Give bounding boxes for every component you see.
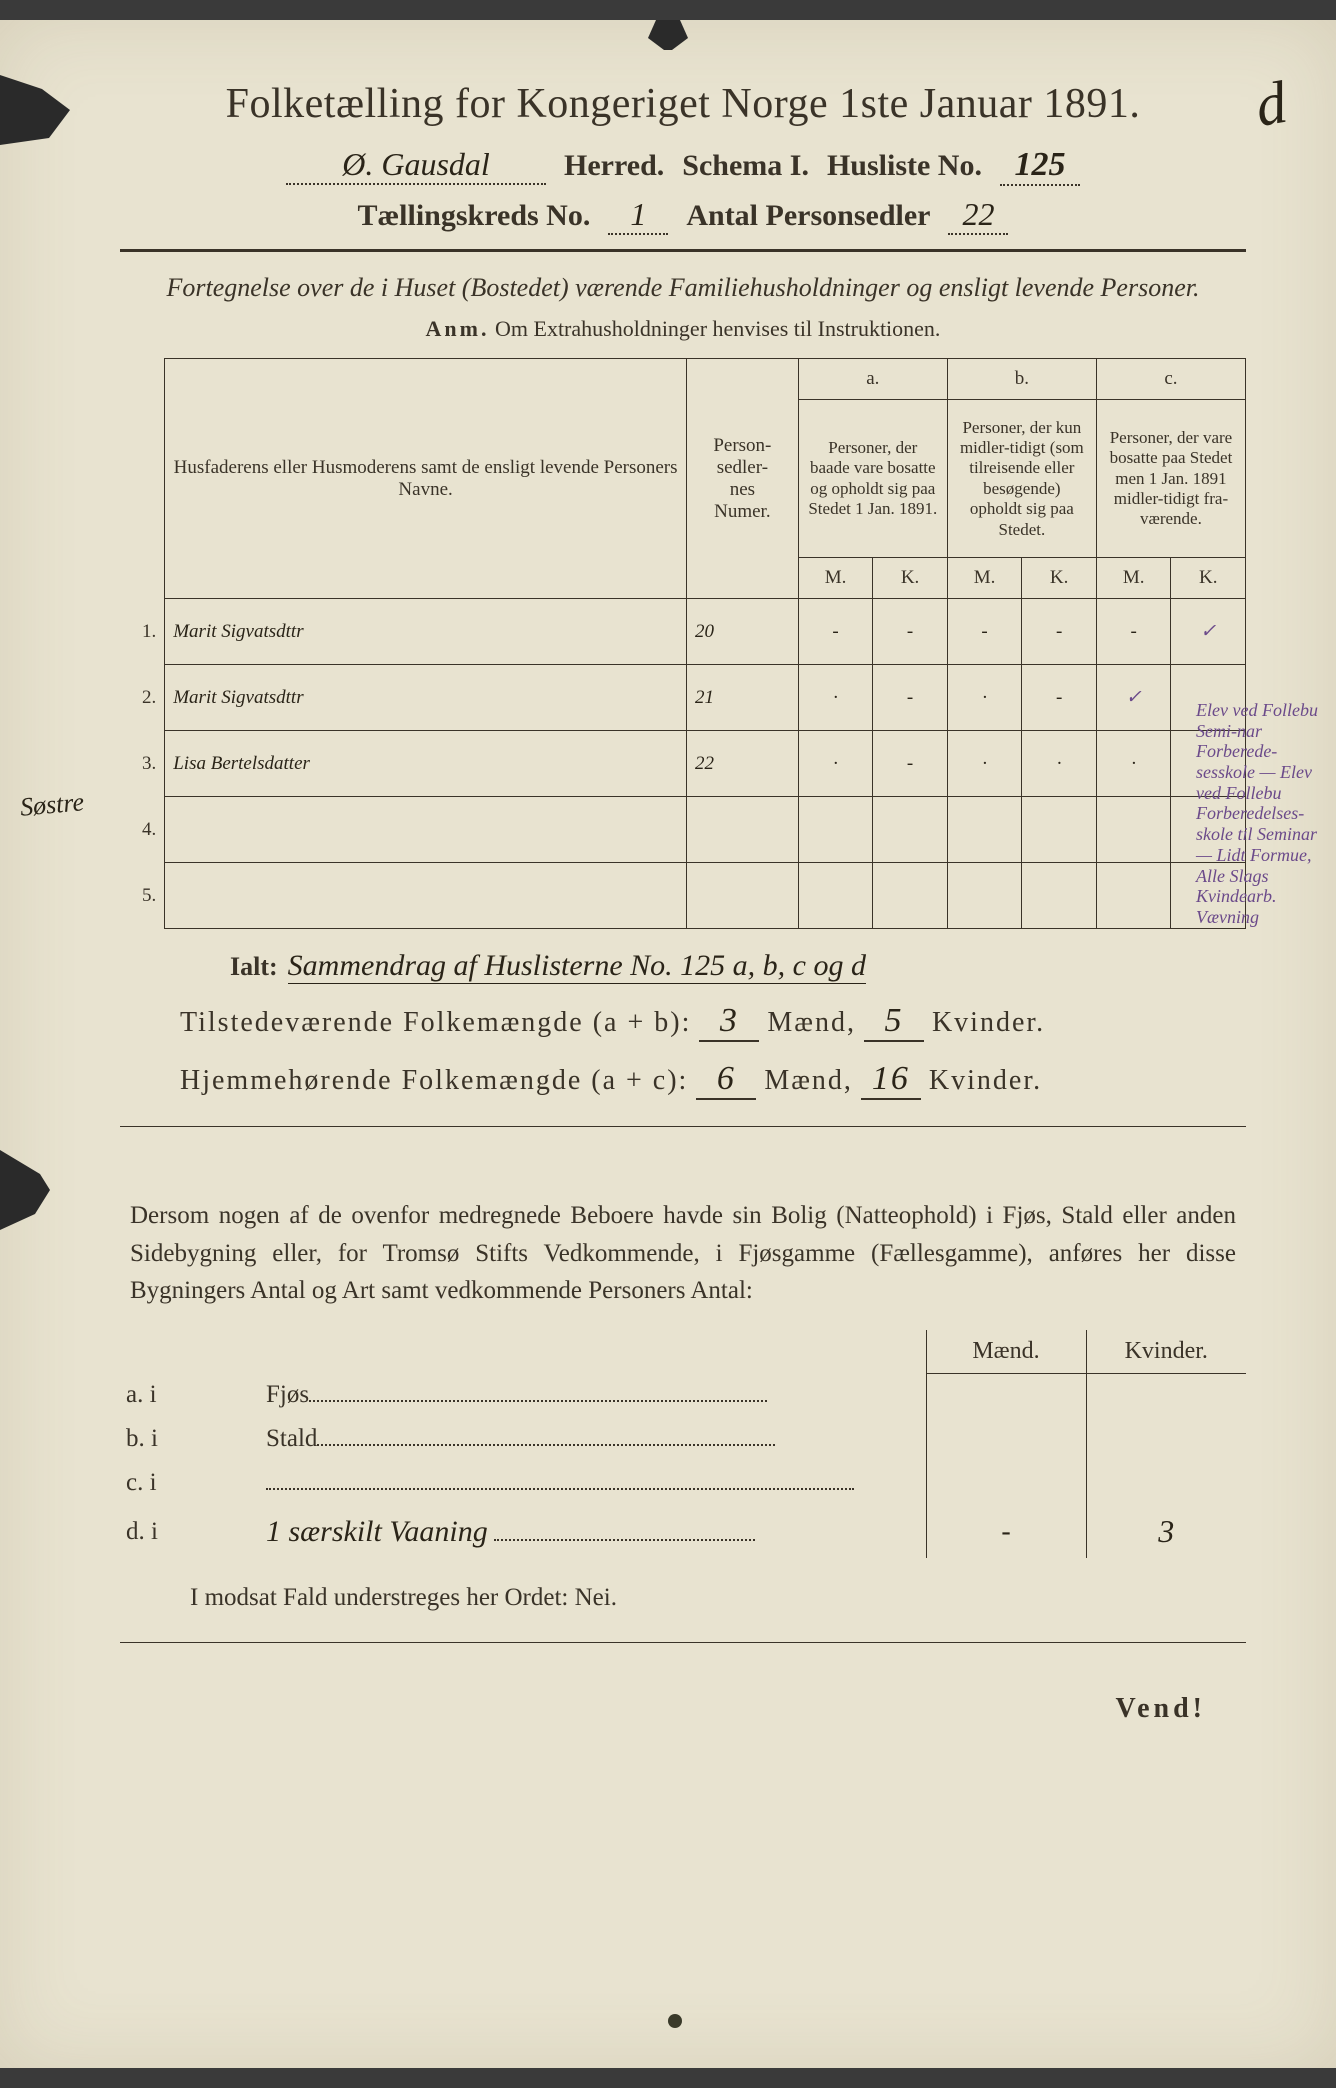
kvinder-label: Kvinder. — [932, 1007, 1045, 1039]
col-k: K. — [873, 558, 948, 599]
paper-damage — [648, 20, 688, 50]
paper-hole — [668, 2014, 682, 2028]
home-label: Hjemmehørende Folkemængde (a + c): — [180, 1065, 688, 1097]
table-row: 3. Lisa Bertelsdatter 22 · - · · · — [120, 731, 1246, 797]
kreds-label: Tællingskreds No. — [358, 199, 591, 233]
building-para: Dersom nogen af de ovenfor medregnede Be… — [120, 1197, 1246, 1310]
home-m: 6 — [696, 1060, 756, 1100]
col-names-head: Husfaderens eller Husmoderens samt de en… — [165, 359, 687, 599]
herred-label: Herred. — [564, 149, 664, 183]
table-row: 2. Marit Sigvatsdttr 21 · - · - ✓ — [120, 665, 1246, 731]
totals-present: Tilstedeværende Folkemængde (a + b): 3 M… — [120, 1002, 1246, 1042]
anm-label: Anm. — [426, 316, 490, 341]
col-k: K. — [1022, 558, 1097, 599]
bldg-row: a. i Fjøs — [120, 1373, 1246, 1417]
table-row: 4. — [120, 797, 1246, 863]
home-k: 16 — [861, 1060, 921, 1100]
sedler-no: 22 — [948, 196, 1008, 235]
husliste-label: Husliste No. — [827, 149, 982, 183]
bldg-row: c. i — [120, 1461, 1246, 1505]
divider — [120, 1642, 1246, 1643]
ialt-label: Ialt: — [230, 952, 278, 982]
col-a-label: a. — [798, 359, 947, 400]
table-row: 5. — [120, 863, 1246, 929]
num-cell: 22 — [686, 731, 798, 797]
col-a-text: Personer, der baade vare bosatte og opho… — [798, 400, 947, 558]
col-m: M. — [947, 558, 1022, 599]
present-k: 5 — [864, 1002, 924, 1042]
name-cell: Lisa Bertelsdatter — [165, 731, 687, 797]
num-cell: 20 — [686, 599, 798, 665]
col-c-label: c. — [1096, 359, 1245, 400]
totals-home: Hjemmehørende Folkemængde (a + c): 6 Mæn… — [120, 1060, 1246, 1100]
anm-text: Om Extrahusholdninger henvises til Instr… — [495, 316, 940, 341]
col-b-label: b. — [947, 359, 1096, 400]
herred-field: Ø. Gausdal — [286, 146, 546, 185]
present-label: Tilstedeværende Folkemængde (a + b): — [180, 1007, 691, 1039]
anm-line: Anm. Om Extrahusholdninger henvises til … — [120, 316, 1246, 342]
bldg-row: b. i Stald — [120, 1417, 1246, 1461]
name-cell: Marit Sigvatsdttr — [165, 665, 687, 731]
paper-damage — [0, 1150, 50, 1230]
margin-note-right: Elev ved Follebu Semi-nar Forberede-sess… — [1196, 700, 1326, 928]
schema-label: Schema I. — [682, 149, 809, 183]
divider — [120, 249, 1246, 252]
divider — [120, 1126, 1246, 1127]
building-table: Mænd. Kvinder. a. i Fjøs b. i Stald c. i… — [120, 1330, 1246, 1559]
maend-label: Mænd, — [764, 1065, 853, 1097]
col-num-head: Person- sedler- nes Numer. — [686, 359, 798, 599]
num-cell: 21 — [686, 665, 798, 731]
table-row: 1. Marit Sigvatsdttr 20 - - - - - ✓ — [120, 599, 1246, 665]
nei-line: I modsat Fald understreges her Ordet: Ne… — [120, 1584, 1246, 1612]
col-b-text: Personer, der kun midler-tidigt (som til… — [947, 400, 1096, 558]
kreds-no: 1 — [608, 196, 668, 235]
form-title: Folketælling for Kongeriget Norge 1ste J… — [120, 80, 1246, 128]
present-m: 3 — [699, 1002, 759, 1042]
col-maend: Mænd. — [926, 1330, 1086, 1374]
header-line-1: Ø. Gausdal Herred. Schema I. Husliste No… — [120, 146, 1246, 186]
maend-label: Mænd, — [767, 1007, 856, 1039]
col-m: M. — [798, 558, 873, 599]
ialt-line: Ialt: Sammendrag af Huslisterne No. 125 … — [120, 949, 1246, 984]
sedler-label: Antal Personsedler — [686, 199, 930, 233]
col-kvinder: Kvinder. — [1086, 1330, 1246, 1374]
col-k: K. — [1171, 558, 1246, 599]
household-table: Husfaderens eller Husmoderens samt de en… — [120, 358, 1246, 929]
header-line-2: Tællingskreds No. 1 Antal Personsedler 2… — [120, 196, 1246, 235]
census-form-page: d Folketælling for Kongeriget Norge 1ste… — [0, 20, 1336, 2068]
form-subtitle: Fortegnelse over de i Huset (Bostedet) v… — [120, 270, 1246, 306]
col-c-text: Personer, der vare bosatte paa Stedet me… — [1096, 400, 1245, 558]
kvinder-label: Kvinder. — [929, 1065, 1042, 1097]
bldg-row: d. i 1 særskilt Vaaning - 3 — [120, 1505, 1246, 1558]
ialt-hand: Sammendrag af Huslisterne No. 125 a, b, … — [288, 949, 866, 984]
bldg-hand: 1 særskilt Vaaning — [266, 1515, 488, 1548]
husliste-no: 125 — [1000, 146, 1080, 186]
margin-note-sostre: Søstre — [19, 787, 85, 822]
vend-label: Vend! — [120, 1693, 1246, 1725]
handwritten-suffix-d: d — [1250, 68, 1292, 141]
col-m: M. — [1096, 558, 1171, 599]
name-cell: Marit Sigvatsdttr — [165, 599, 687, 665]
paper-damage — [0, 75, 70, 145]
